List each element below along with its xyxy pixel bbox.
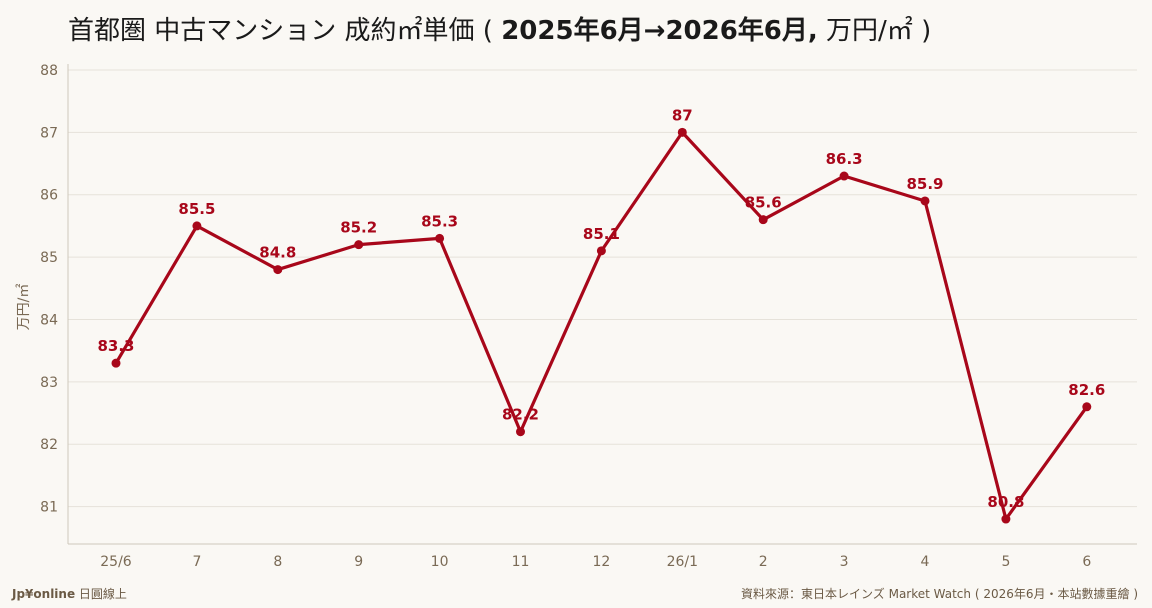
x-tick-label: 7 <box>192 554 201 570</box>
x-tick-label: 8 <box>273 554 282 570</box>
x-tick-label: 11 <box>512 554 530 570</box>
y-tick-label: 86 <box>40 188 58 204</box>
x-tick-label: 25/6 <box>100 554 132 570</box>
data-label: 84.8 <box>259 244 296 262</box>
x-tick-label: 10 <box>431 554 449 570</box>
data-label: 85.5 <box>178 200 215 218</box>
data-point <box>1082 402 1092 412</box>
data-point <box>677 127 687 137</box>
data-point <box>273 265 283 275</box>
data-point <box>839 171 849 181</box>
x-tick-label: 6 <box>1082 554 1091 570</box>
data-label: 82.2 <box>502 406 539 424</box>
x-tick-label: 2 <box>759 554 768 570</box>
y-tick-label: 83 <box>40 375 58 391</box>
brand-footer: Jp¥online 日圓線上 <box>12 585 127 602</box>
data-label: 85.1 <box>583 225 620 243</box>
data-point <box>516 427 525 437</box>
x-tick-label: 5 <box>1001 554 1010 570</box>
data-label: 82.6 <box>1068 381 1105 399</box>
brand-subtitle: 日圓線上 <box>75 587 127 601</box>
x-tick-label: 26/1 <box>667 554 698 570</box>
x-tick-label: 4 <box>921 554 930 570</box>
y-tick-label: 84 <box>40 312 58 328</box>
y-tick-label: 85 <box>40 250 58 266</box>
data-label: 85.9 <box>906 175 943 193</box>
data-point <box>111 358 121 368</box>
data-label: 85.6 <box>745 194 782 212</box>
y-tick-label: 87 <box>40 125 58 141</box>
x-tick-label: 9 <box>354 554 363 570</box>
y-axis-label: 万円/㎡ <box>16 284 32 331</box>
data-label: 80.8 <box>987 493 1024 511</box>
data-point <box>192 221 202 231</box>
title-prefix: 首都圏 中古マンション 成約㎡単価 ( <box>68 16 502 46</box>
title-period: 2025年6月→2026年6月, <box>501 16 818 46</box>
data-point <box>596 246 606 256</box>
data-label: 86.3 <box>826 150 863 168</box>
source-note: 資料來源：東日本レインズ Market Watch ( 2026年6月・本站數據… <box>741 587 1138 601</box>
data-label: 85.3 <box>421 212 458 230</box>
data-label: 83.3 <box>97 337 134 355</box>
data-point <box>354 240 364 250</box>
chart-title: 首都圏 中古マンション 成約㎡単価 ( 2025年6月→2026年6月, 万円/… <box>68 10 931 47</box>
data-label: 85.2 <box>340 219 377 237</box>
data-point <box>1001 514 1011 524</box>
title-suffix: 万円/㎡ ) <box>817 16 932 46</box>
data-point <box>758 215 768 225</box>
brand-name: Jp¥online <box>12 587 76 601</box>
y-tick-label: 81 <box>40 500 58 516</box>
data-point <box>920 196 930 206</box>
y-tick-label: 88 <box>40 63 58 79</box>
data-label: 87 <box>672 106 693 124</box>
data-point <box>435 233 445 243</box>
y-tick-label: 82 <box>40 437 58 453</box>
x-tick-label: 12 <box>592 554 610 570</box>
x-tick-label: 3 <box>840 554 849 570</box>
